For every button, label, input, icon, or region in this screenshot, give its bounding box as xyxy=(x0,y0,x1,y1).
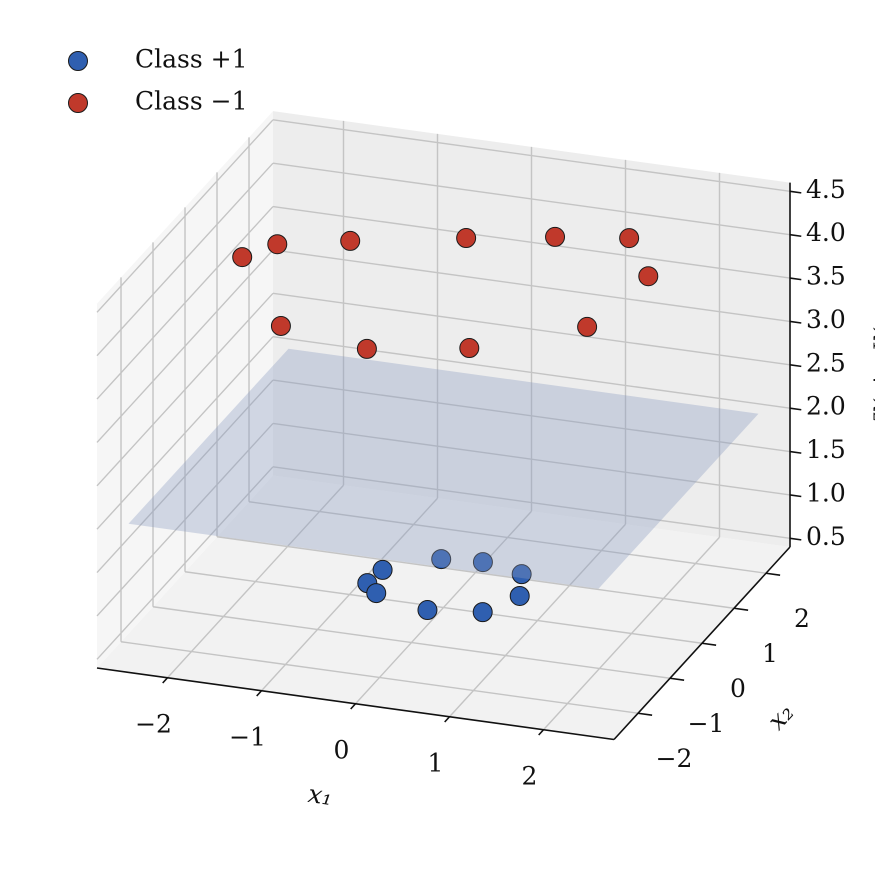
tick-mark xyxy=(789,450,802,454)
data-point xyxy=(431,549,452,570)
tick-mark xyxy=(669,677,685,681)
data-point xyxy=(459,338,480,359)
x-tick-label: 2 xyxy=(522,761,538,790)
data-point xyxy=(509,585,530,606)
grid-line xyxy=(96,162,274,357)
y-tick-label: 2 xyxy=(794,604,810,633)
data-point xyxy=(619,228,640,249)
data-point xyxy=(356,338,377,359)
z-tick-label: 4.0 xyxy=(806,218,846,247)
data-point xyxy=(340,230,361,251)
tick-mark xyxy=(162,677,169,684)
grid-line xyxy=(272,292,791,366)
data-point xyxy=(577,316,598,337)
tick-mark xyxy=(789,407,802,411)
y-tick-label: −1 xyxy=(688,709,725,738)
grid-line xyxy=(272,466,791,540)
data-point xyxy=(456,228,477,249)
grid-line xyxy=(120,641,639,714)
data-point xyxy=(417,600,438,621)
z-tick-label: 1.0 xyxy=(806,478,846,507)
tick-mark xyxy=(789,364,802,368)
grid-line xyxy=(272,205,791,279)
decision-plane xyxy=(128,348,759,589)
z-tick-label: 1.5 xyxy=(806,435,846,464)
grid-line xyxy=(272,249,791,323)
tick-mark xyxy=(765,572,781,576)
tick-mark xyxy=(789,537,802,541)
y-axis-label: x₂ xyxy=(762,698,800,735)
tick-mark xyxy=(789,190,802,194)
tick-mark xyxy=(444,716,451,723)
data-point xyxy=(372,559,393,580)
grid-line xyxy=(96,249,274,443)
grid-line xyxy=(272,119,791,193)
data-point xyxy=(472,602,493,623)
legend-label: Class −1 xyxy=(135,87,248,116)
tick-mark xyxy=(538,729,545,736)
z-tick-label: 4.5 xyxy=(806,175,846,204)
data-point xyxy=(267,234,288,255)
data-point xyxy=(270,315,291,336)
y-tick-label: 1 xyxy=(762,639,778,668)
tick-mark xyxy=(789,494,802,498)
tick-mark xyxy=(789,320,802,324)
grid-line xyxy=(248,501,767,574)
tick-mark xyxy=(789,277,802,281)
tick-mark xyxy=(256,690,263,697)
grid-line xyxy=(272,379,791,453)
grid-line xyxy=(184,571,703,644)
grid-line xyxy=(96,422,274,617)
z-tick-label: 0.5 xyxy=(806,522,846,551)
data-point xyxy=(472,552,493,573)
grid-line xyxy=(152,606,671,679)
y-tick-label: −2 xyxy=(656,744,693,773)
data-point xyxy=(511,564,532,585)
x-axis-label: x₁ xyxy=(306,779,334,811)
y-axis xyxy=(613,546,791,741)
grid-line xyxy=(96,379,274,574)
grid-line xyxy=(96,292,274,487)
grid-line xyxy=(96,206,274,400)
grid-line xyxy=(216,536,735,609)
x-tick-label: 1 xyxy=(428,748,444,777)
data-point xyxy=(232,247,253,268)
grid-line xyxy=(272,422,791,496)
z-tick-label: 2.0 xyxy=(806,392,846,421)
data-point xyxy=(366,583,387,604)
x-tick-label: −1 xyxy=(229,722,266,751)
grid-line xyxy=(96,336,274,530)
z-axis-label: x₁² + x₂² xyxy=(868,327,875,432)
tick-mark xyxy=(350,703,357,710)
z-tick-label: 3.0 xyxy=(806,305,846,334)
tick-mark xyxy=(733,607,749,611)
legend-marker xyxy=(68,51,88,71)
z-tick-label: 3.5 xyxy=(806,262,846,291)
grid-line xyxy=(96,119,274,313)
x-tick-label: −2 xyxy=(135,709,172,738)
grid-line xyxy=(272,162,791,236)
grid-line xyxy=(96,466,274,660)
tick-mark xyxy=(637,712,653,716)
legend-marker xyxy=(68,93,88,113)
tick-mark xyxy=(789,233,802,238)
x-axis xyxy=(96,667,615,741)
tick-mark xyxy=(701,642,717,646)
x-tick-label: 0 xyxy=(334,735,350,764)
data-point xyxy=(545,226,566,247)
y-tick-label: 0 xyxy=(730,674,746,703)
z-tick-label: 2.5 xyxy=(806,348,846,377)
data-point xyxy=(638,266,659,287)
legend-label: Class +1 xyxy=(135,45,248,74)
